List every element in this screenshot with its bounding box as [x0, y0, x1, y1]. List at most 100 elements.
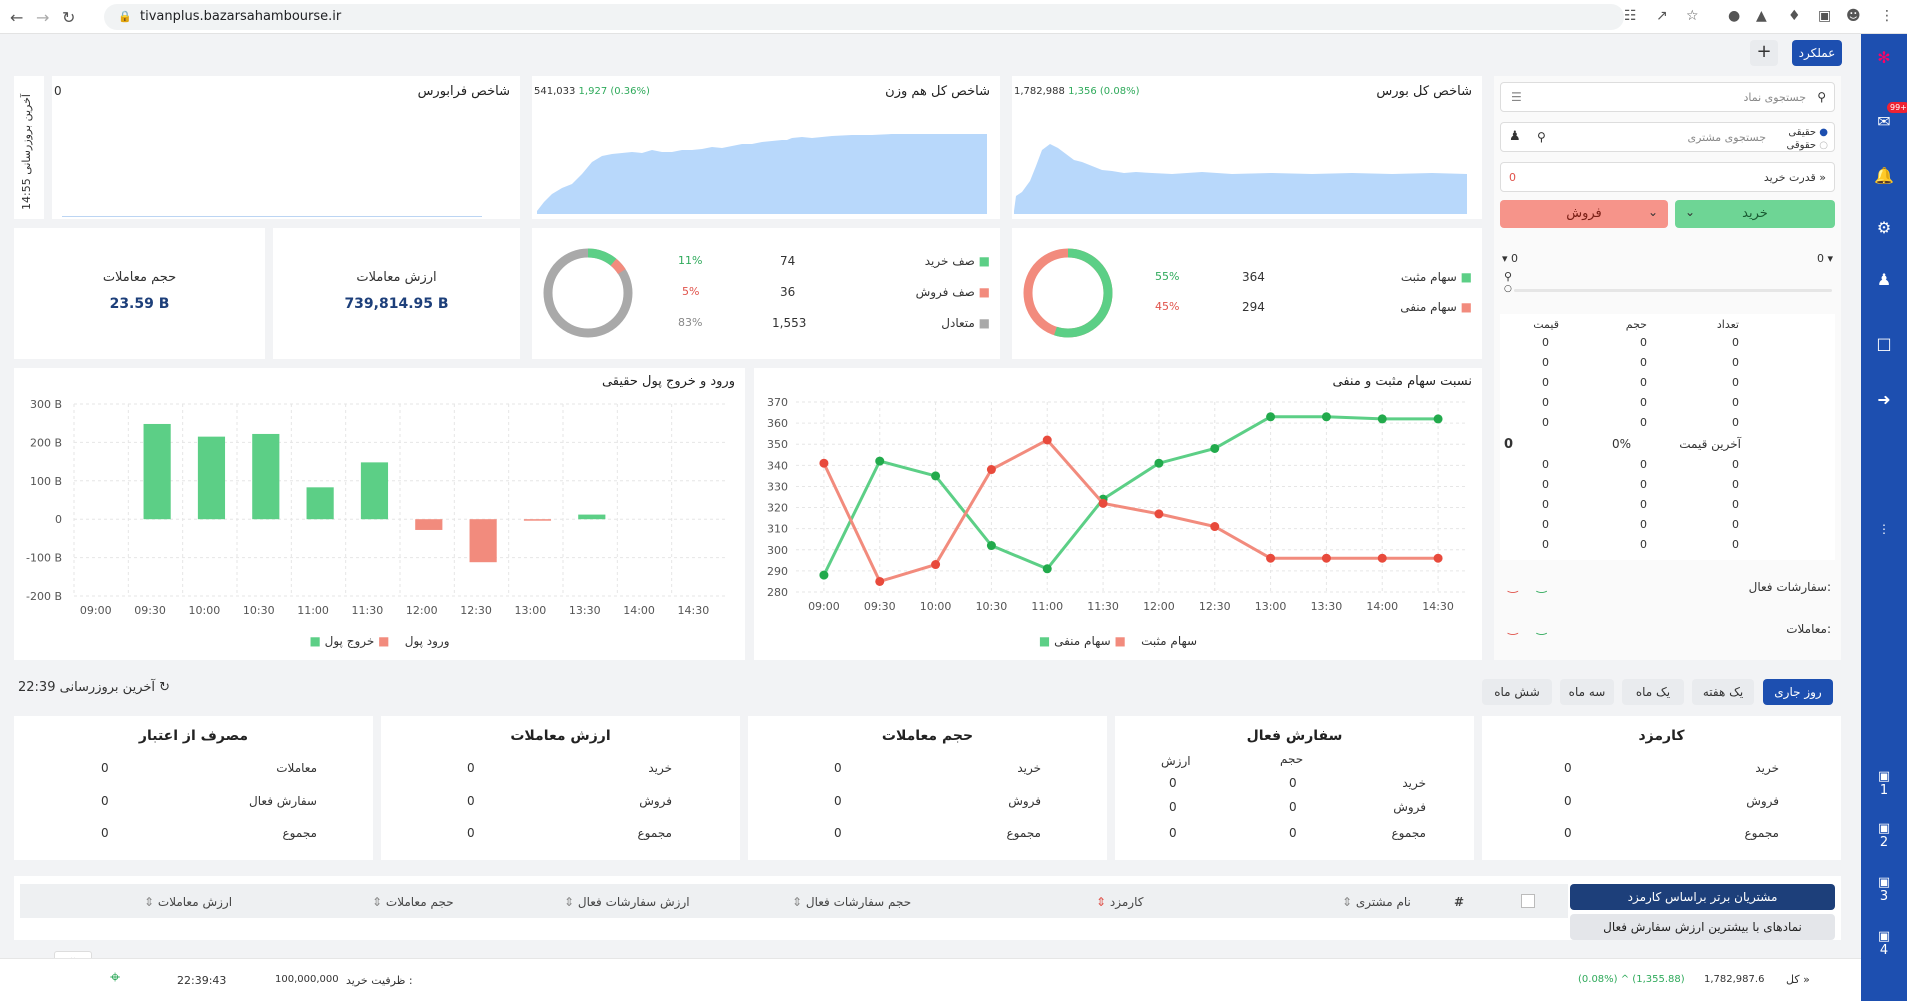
top-symbols-button[interactable]: نمادهای با بیشترین ارزش سفارش فعال [1570, 914, 1835, 940]
logout-icon[interactable]: ➜ [1877, 390, 1891, 409]
legend-square-green: ■ [978, 254, 990, 268]
performance-button[interactable]: عملکرد [1792, 40, 1842, 66]
buy-power-field: قدرت خرید » 0 [1500, 162, 1835, 192]
tab-month[interactable]: یک ماه [1622, 679, 1684, 705]
col-value[interactable]: ⇕ ارزش معاملات [144, 895, 233, 909]
sell-button[interactable]: فروش ⌄ [1500, 200, 1668, 228]
bell-icon[interactable]: 🔔 [1874, 166, 1894, 185]
legend-square-green: ■ [1460, 270, 1472, 284]
legend-square-gray: ■ [978, 316, 990, 330]
queue-buy-label: صف خرید [924, 254, 975, 268]
price-range-slider[interactable] [1514, 289, 1832, 292]
monitor-4[interactable]: ▣ 4 [1861, 930, 1907, 958]
collapse-handle-icon[interactable]: ⋮ [1878, 522, 1890, 536]
trade-volume-amount: 23.59 B [109, 296, 170, 312]
col-active-value[interactable]: ⇕ ارزش سفارشات فعال [564, 895, 690, 909]
status-index-label: کل » [1786, 973, 1810, 986]
tab-three-months[interactable]: سه ماه [1560, 679, 1614, 705]
order-book-cell: 0 [1640, 538, 1647, 551]
col-fee[interactable]: ⇕ کارمزد [1096, 895, 1144, 909]
top-clients-fee-button[interactable]: مشتریان برتر براساس کارمزد [1570, 884, 1835, 910]
col-client-name[interactable]: ⇕ نام مشتری [1342, 895, 1411, 909]
order-book-cell: 0 [1640, 356, 1647, 369]
y-tick-label: 300 [767, 544, 788, 557]
order-book-cell: 0 [1542, 518, 1549, 531]
gear-icon[interactable]: ⚙ [1876, 218, 1892, 237]
document-icon[interactable]: □ [1876, 334, 1892, 353]
slider-handle[interactable]: ○ [1504, 284, 1512, 294]
share-icon[interactable]: ↗ [1656, 8, 1668, 24]
x-tick-label: 11:00 [297, 604, 329, 617]
tab-six-months[interactable]: شش ماه [1482, 679, 1552, 705]
queue-balanced-count: 1,553 [772, 316, 807, 330]
add-button[interactable]: + [1750, 40, 1778, 66]
app-logo-icon[interactable]: ✻ [1877, 48, 1891, 67]
bar [306, 487, 334, 520]
last-update-label: آخرین بروزرسانی [20, 94, 33, 175]
index-hamvazn-panel: شاخص کل هم وزن 541,033 1,927 (0.36%) [532, 76, 1000, 219]
extension-icon[interactable]: ● [1728, 8, 1741, 24]
lock-icon: 🔒 [118, 10, 132, 23]
buy-button[interactable]: خرید ⌄ [1675, 200, 1835, 228]
index-area-chart [537, 134, 987, 214]
order-book-cell: 0 [1732, 396, 1739, 409]
y-tick-label: 280 [767, 586, 788, 599]
ob-header-volume: حجم [1625, 318, 1647, 331]
symbol-search-input[interactable]: ⚲ جستجوی نماد ☰ [1500, 82, 1835, 112]
tab-current-day[interactable]: روز جاری [1763, 679, 1833, 705]
refresh-icon[interactable]: ↻ [159, 680, 171, 695]
reload-icon[interactable]: ↻ [62, 8, 76, 27]
data-point [1321, 412, 1331, 422]
monitor-2[interactable]: ▣ 2 [1861, 822, 1907, 850]
chevron-down-icon: ⌄ [1685, 205, 1696, 219]
right-value: 0 [1816, 252, 1824, 265]
sidepanel-icon[interactable]: ▣ [1818, 8, 1832, 24]
address-bar[interactable]: 🔒 tivanplus.bazarsahambourse.ir [104, 4, 1624, 30]
y-tick-label: 290 [767, 565, 788, 578]
monitor-3[interactable]: ▣ 3 [1861, 876, 1907, 904]
x-tick-label: 11:30 [1087, 600, 1119, 613]
order-book-cell: 0 [1640, 336, 1647, 349]
bookmark-star-icon[interactable]: ☆ [1686, 8, 1699, 24]
order-book-cell: 0 [1542, 538, 1549, 551]
select-all-checkbox[interactable] [1521, 894, 1535, 908]
queue-buy-count: 74 [780, 254, 796, 268]
extension-icon-2[interactable]: ▲ [1756, 8, 1767, 24]
monitor-1[interactable]: ▣ 1 [1861, 770, 1907, 798]
data-point [875, 456, 885, 466]
order-book-cell: 0 [1542, 396, 1549, 409]
y-tick-label: 0 [55, 513, 62, 526]
chevron-down-icon: ⌄ [1648, 205, 1659, 219]
order-book-cell: 0 [1542, 416, 1549, 429]
profile-icon[interactable]: ☻ [1846, 8, 1861, 24]
queue-balanced-pct: 83% [678, 316, 703, 329]
client-search-input[interactable]: حقیقی ● حقوقی ○ جستجوی مشتری ⚲ ♟ [1500, 122, 1835, 152]
x-tick-label: 12:00 [1143, 600, 1175, 613]
index-baseline [62, 216, 482, 217]
translate-icon[interactable]: ☷ [1624, 8, 1637, 24]
menu-icon[interactable]: ⋮ [1880, 8, 1894, 24]
x-tick-label: 09:30 [134, 604, 166, 617]
mail-icon[interactable]: ✉ [1877, 112, 1891, 131]
y-tick-label: -200 B [26, 590, 62, 603]
back-icon[interactable]: ← [10, 8, 24, 27]
capacity-value: 100,000,000 [275, 974, 339, 985]
order-book-cell: 0 [1732, 538, 1739, 551]
order-book-cell: 0 [1640, 396, 1647, 409]
col-active-volume[interactable]: ⇕ حجم سفارشات فعال [792, 895, 912, 909]
breadth-line-chart: 370 360 350 340 330 320 310 300 290 280 09:00 09:30… [767, 396, 1466, 613]
breadth-line-chart-panel: نسبت سهام مثبت و منفی 370 360 350 340 330 320… [754, 368, 1482, 660]
data-point [1266, 412, 1276, 422]
data-point [1042, 564, 1052, 574]
market-breadth-panel: سهام مثبت ■ 364 55% سهام منفی ■ 294 45% [1012, 228, 1482, 359]
col-volume[interactable]: ⇕ حجم معاملات [372, 895, 454, 909]
legend-positive: سهام مثبت [1141, 634, 1198, 648]
order-book-cell: 0 [1640, 458, 1647, 471]
user-icon[interactable]: ♟ [1876, 270, 1892, 289]
tab-week[interactable]: یک هفته [1692, 679, 1754, 705]
card-title: مصرف از اعتبار [138, 728, 249, 744]
puzzle-icon[interactable]: ♦ [1788, 8, 1801, 24]
forward-icon[interactable]: → [36, 8, 50, 27]
bar [523, 519, 552, 521]
table-header [20, 884, 1568, 918]
